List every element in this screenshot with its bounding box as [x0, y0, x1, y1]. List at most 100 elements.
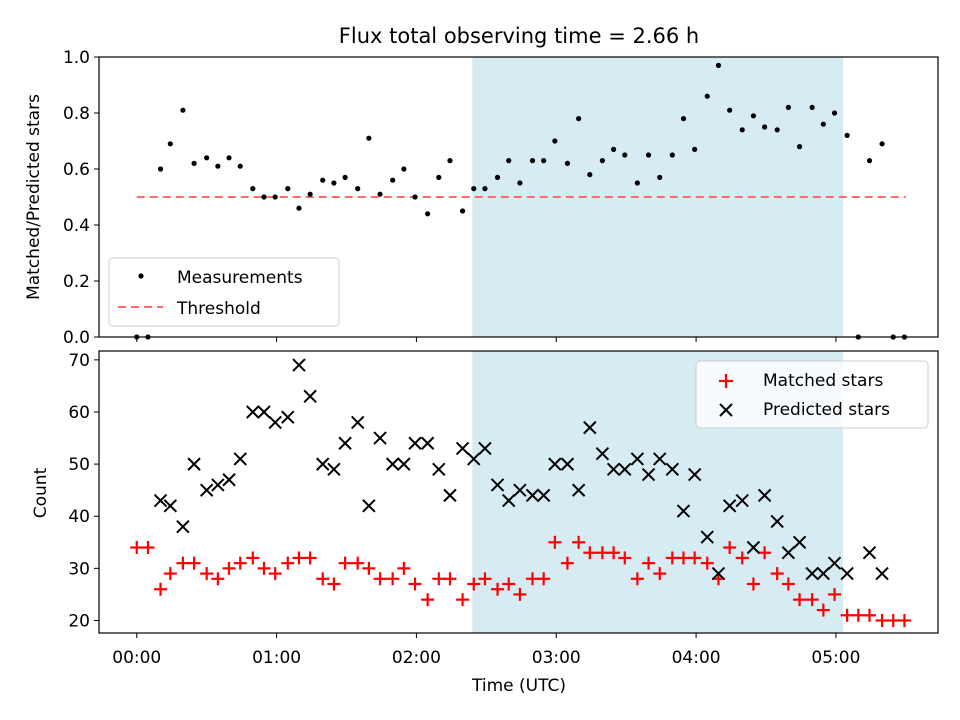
predicted-star-point-23: [420, 436, 435, 450]
matched-star-point-32: [502, 577, 516, 591]
matched-star-point-45: [653, 567, 667, 581]
count-panel: 20 30 40 50 60 70 00:00 01:00 02:00 03:00 04:00 05…: [31, 350, 939, 696]
measurement-point-59: [820, 121, 826, 127]
predicted-star-point-27: [467, 452, 481, 466]
matched-star-point-15: [303, 551, 317, 565]
predicted-star-point-45: [676, 504, 691, 518]
matched-star-point-54: [758, 546, 772, 560]
matched-star-point-34: [525, 572, 539, 586]
matched-star-point-55: [770, 567, 784, 581]
predicted-star-point-61: [875, 566, 889, 581]
measurement-point-46: [669, 152, 675, 158]
matched-star-point-28: [456, 593, 470, 607]
matched-star-point-60: [828, 587, 842, 601]
measurement-point-56: [785, 104, 791, 110]
predicted-star-point-32: [525, 488, 540, 503]
matched-star-point-27: [443, 572, 457, 586]
measurement-point-42: [622, 152, 628, 158]
measurement-point-44: [645, 152, 652, 158]
count-x-tick-label: 03:00: [532, 648, 581, 668]
predicted-star-point-52: [757, 488, 772, 503]
legend-measurements-label: Measurements: [177, 268, 303, 288]
matched-star-point-12: [268, 567, 282, 581]
matched-star-point-49: [700, 556, 714, 570]
measurement-point-54: [762, 124, 768, 130]
predicted-star-point-41: [630, 452, 645, 466]
matched-star-point-14: [292, 551, 306, 565]
count-x-tick-label: 01:00: [252, 648, 301, 668]
predicted-star-point-55: [792, 535, 807, 550]
predicted-star-point-38: [595, 446, 610, 461]
measurement-point-36: [552, 138, 558, 144]
matched-star-point-52: [735, 551, 749, 565]
measurement-point-22: [390, 177, 396, 183]
predicted-star-point-56: [805, 566, 819, 581]
predicted-star-point-60: [862, 546, 877, 560]
matched-star-point-47: [677, 551, 691, 565]
legend-matched-label: Matched stars: [763, 371, 883, 391]
predicted-star-point-10: [268, 415, 282, 430]
matched-star-point-2: [154, 582, 168, 596]
matched-star-point-31: [491, 582, 505, 596]
measurement-point-34: [529, 158, 536, 164]
predicted-star-point-24: [432, 462, 446, 477]
measurement-point-50: [715, 62, 722, 68]
legend-predicted-marker: [719, 403, 733, 417]
predicted-star-point-33: [536, 488, 551, 503]
measurement-point-32: [506, 158, 512, 164]
matched-star-point-20: [362, 561, 376, 575]
ratio-y-tick-label: 1.0: [63, 48, 90, 68]
predicted-star-point-51: [746, 540, 761, 555]
matched-stars-points: [130, 535, 911, 627]
matched-star-point-64: [875, 613, 889, 627]
matched-star-point-33: [513, 587, 527, 601]
matched-star-point-46: [665, 551, 679, 565]
measurement-point-19: [355, 186, 361, 192]
matched-star-point-0: [130, 541, 144, 555]
matched-star-point-36: [548, 535, 562, 549]
predicted-star-point-6: [222, 473, 236, 487]
ratio-y-axis-label: Matched/Predicted stars: [24, 94, 44, 300]
measurement-point-15: [307, 191, 313, 197]
ratio-panel: 0.0 0.2 0.4 0.6 0.8 1.0 Flux total observing …: [24, 24, 939, 348]
ratio-x-ticks: [136, 337, 837, 342]
predicted-star-point-58: [827, 556, 842, 570]
measurement-point-48: [692, 146, 698, 152]
predicted-star-point-43: [653, 452, 667, 466]
count-y-ticks: 20 30 40 50 60 70: [68, 351, 99, 631]
measurement-point-30: [482, 186, 488, 192]
predicted-star-point-47: [700, 530, 714, 544]
matched-star-point-66: [897, 613, 911, 627]
count-y-tick-label: 40: [68, 507, 90, 527]
predicted-star-point-49: [722, 499, 737, 513]
measurement-point-25: [425, 211, 431, 217]
matched-star-point-13: [281, 556, 295, 570]
ratio-y-tick-label: 0.4: [63, 216, 90, 236]
measurement-point-53: [750, 113, 757, 119]
measurement-point-2: [157, 166, 164, 172]
measurement-point-21: [377, 191, 383, 197]
matched-star-point-29: [467, 577, 481, 591]
count-x-tick-label: 04:00: [672, 648, 721, 668]
matched-star-point-42: [618, 551, 632, 565]
measurement-point-18: [342, 174, 348, 180]
count-x-tick-label: 00:00: [112, 648, 161, 668]
predicted-star-point-28: [478, 441, 492, 456]
measurement-point-28: [459, 208, 466, 214]
count-x-tick-label: 05:00: [811, 648, 860, 668]
predicted-star-point-31: [513, 483, 527, 497]
measurement-point-45: [657, 174, 663, 180]
predicted-star-point-14: [316, 457, 330, 471]
measurement-point-63: [866, 158, 873, 164]
measurement-point-17: [331, 180, 337, 186]
measurement-point-60: [831, 110, 838, 116]
matched-star-point-8: [222, 561, 236, 575]
measurement-point-24: [412, 194, 418, 200]
matched-star-point-5: [187, 556, 201, 570]
matched-star-point-35: [537, 572, 551, 586]
matched-star-point-7: [211, 572, 225, 586]
count-y-tick-label: 70: [68, 351, 90, 371]
matched-star-point-30: [478, 572, 492, 586]
matched-star-point-61: [840, 608, 854, 622]
